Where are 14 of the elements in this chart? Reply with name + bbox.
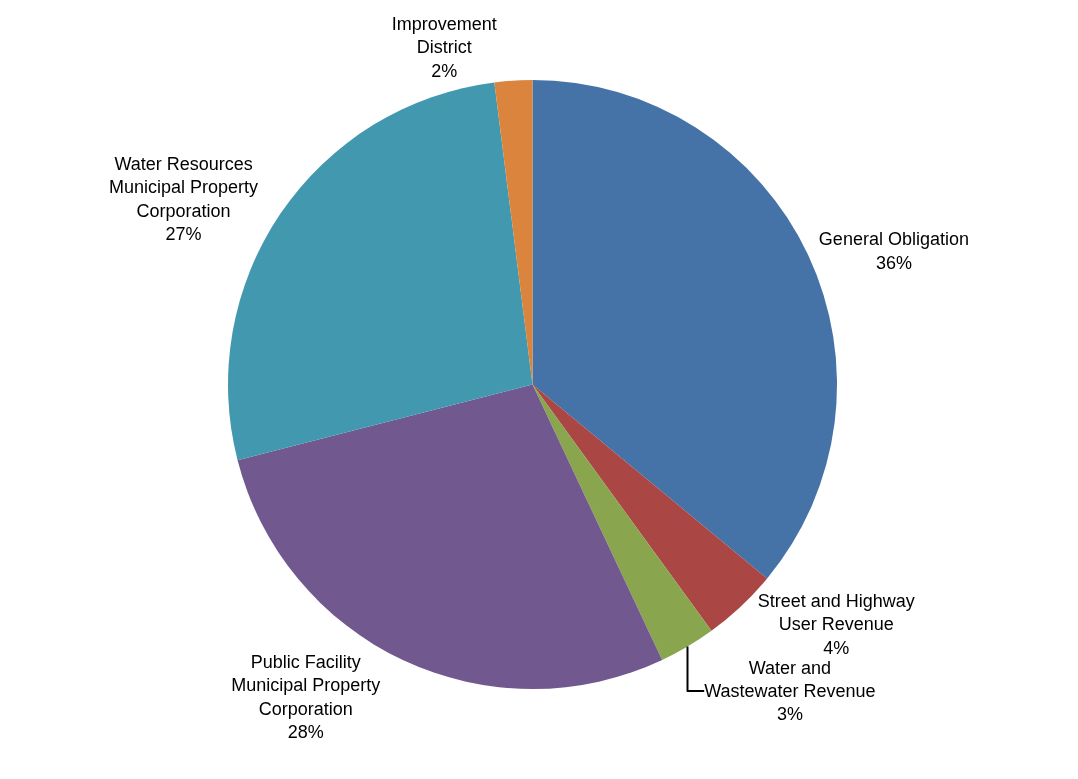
slice-label: Water and Wastewater Revenue (704, 657, 876, 702)
data-label: 3% (776, 704, 803, 725)
pie-slice (494, 80, 533, 385)
slice-label: Water Resources Municipal Property Corporation (109, 154, 259, 221)
data-label: 28% (287, 722, 324, 743)
slice-label: General Obligation (818, 229, 969, 250)
slice-label: Improvement District (391, 13, 497, 58)
data-label: 36% (875, 252, 912, 273)
data-label: 2% (431, 60, 458, 81)
pie-slice (532, 384, 712, 661)
data-label: 4% (823, 637, 850, 658)
data-label: 27% (165, 224, 202, 245)
slice-label: Public Facility Municipal Property Corporation (231, 651, 381, 719)
slice-label: Street and Highway User Revenue (757, 590, 915, 635)
